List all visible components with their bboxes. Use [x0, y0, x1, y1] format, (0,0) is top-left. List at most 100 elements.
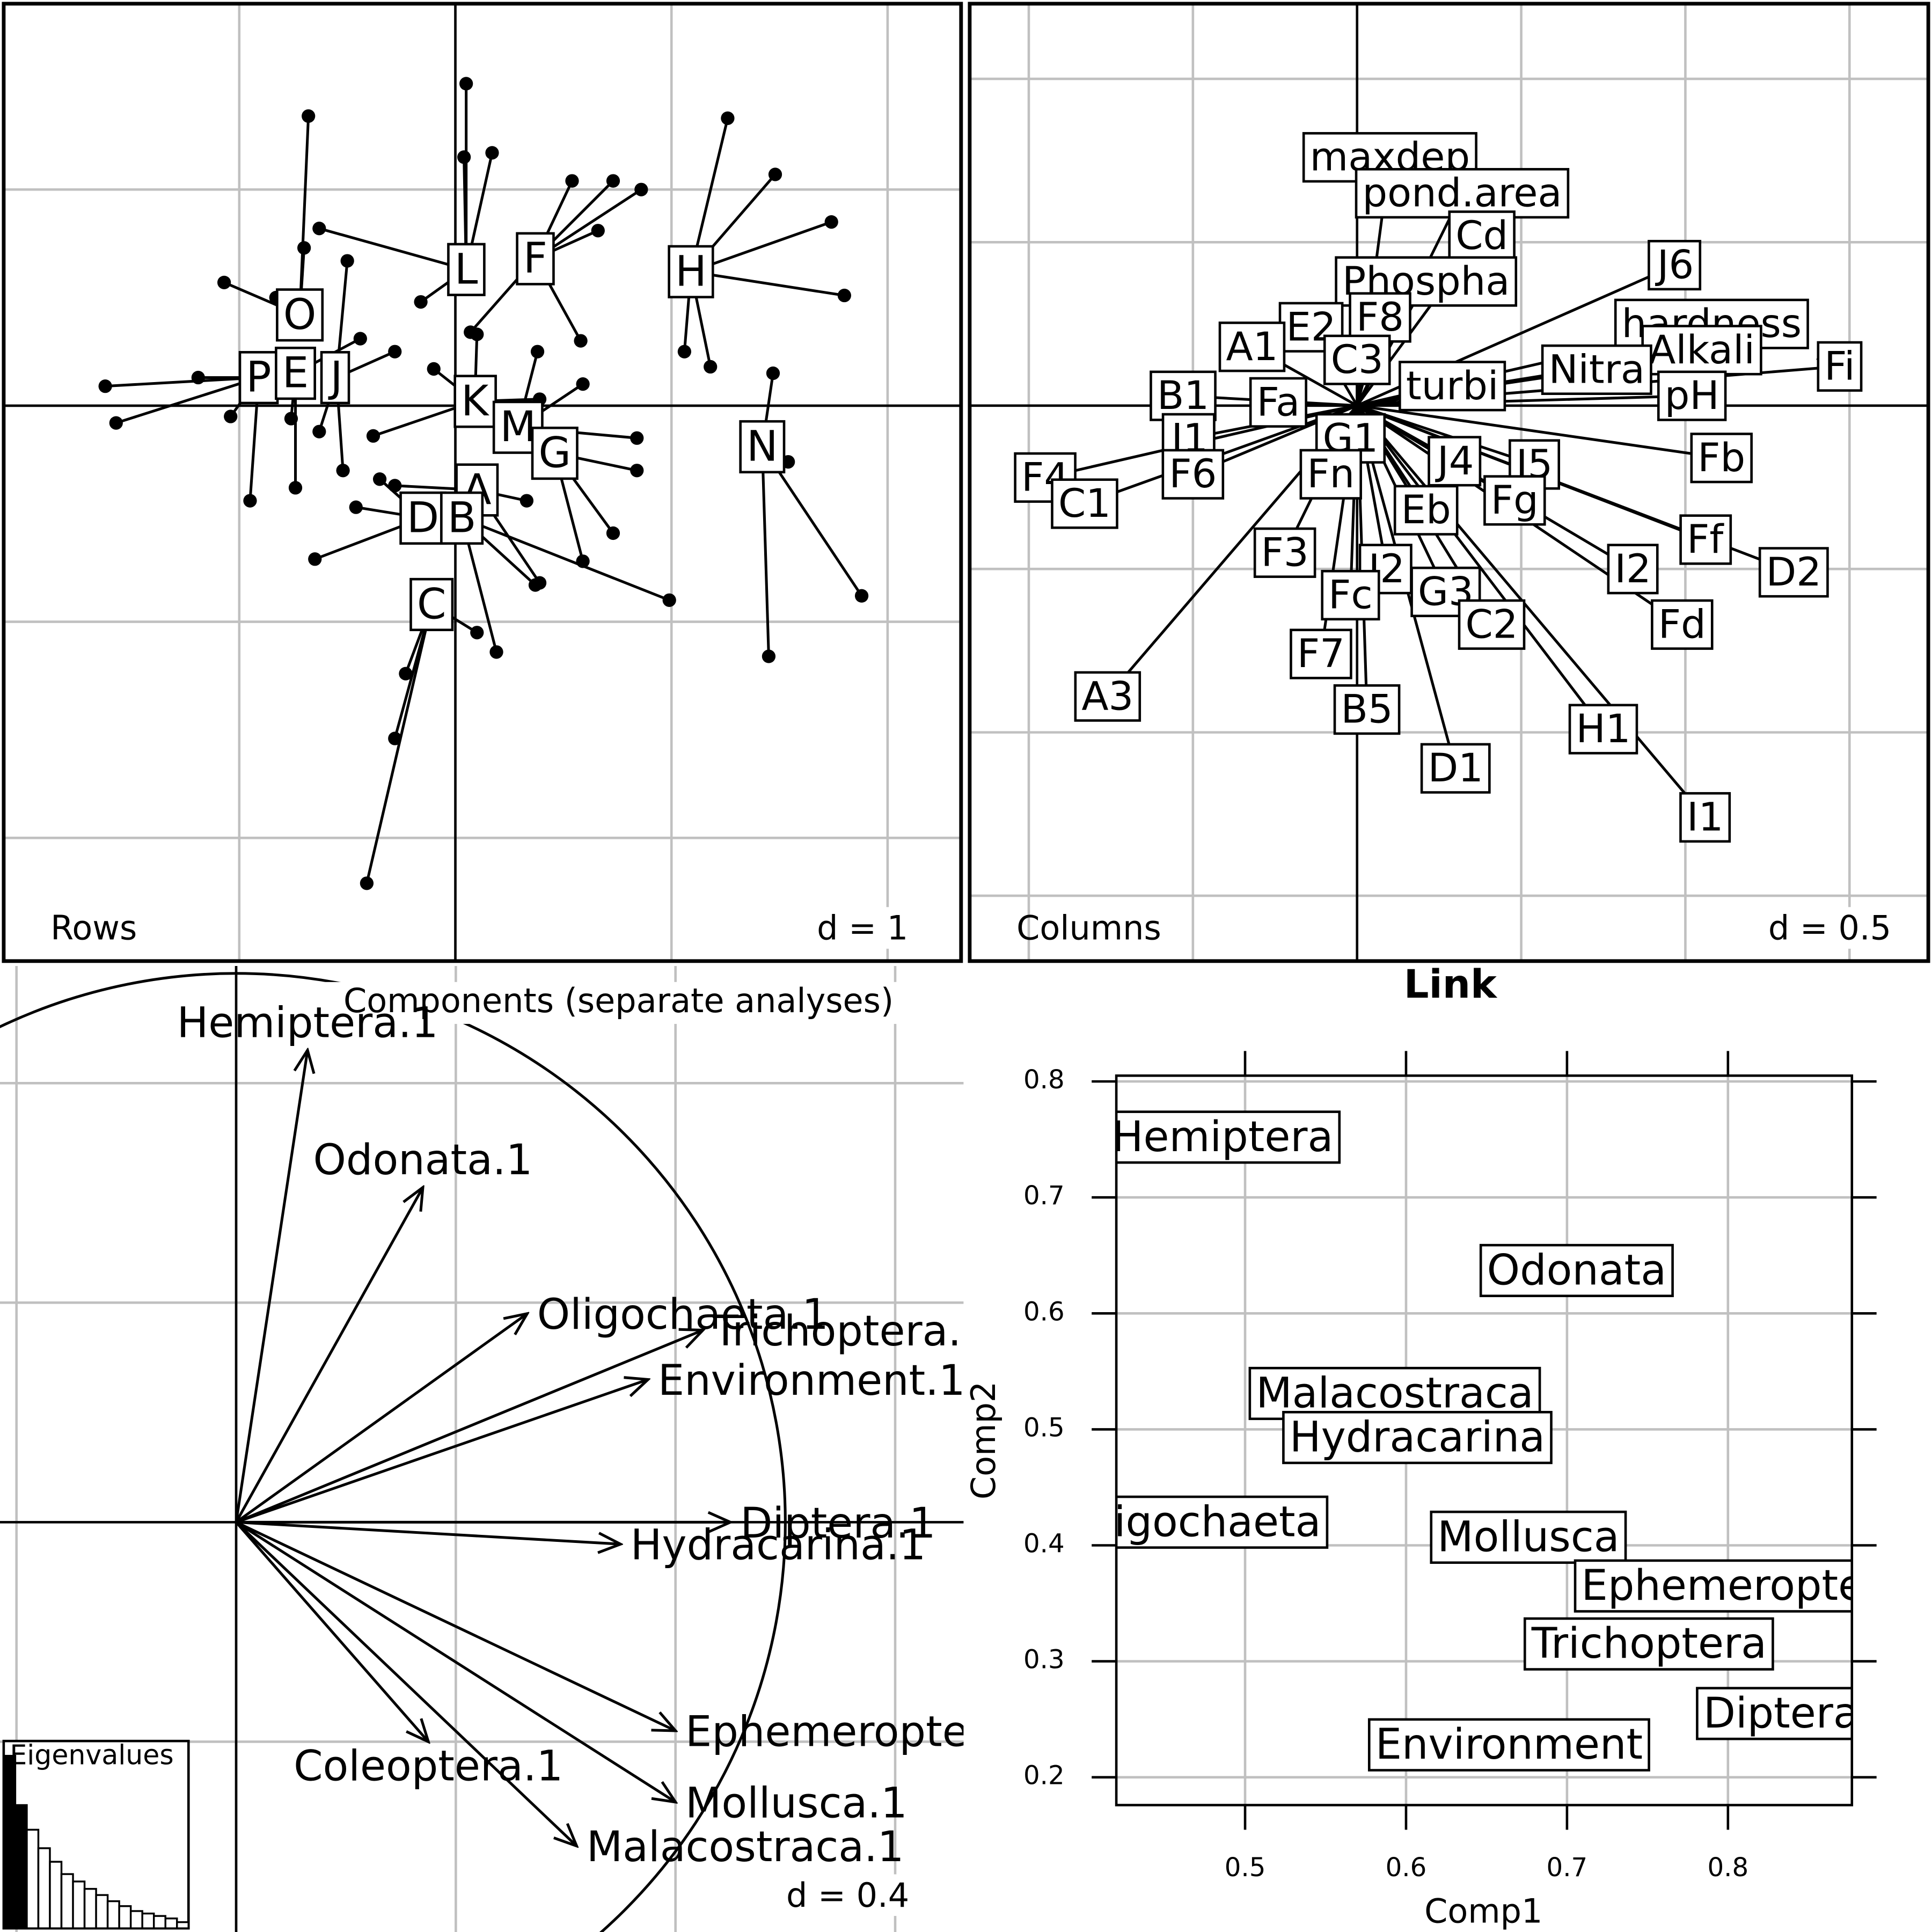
point — [349, 500, 363, 514]
group-label-box — [320, 351, 350, 405]
arrow-label: pH — [1665, 373, 1719, 419]
point-label-box — [1282, 1411, 1553, 1465]
x-tick-label: 0.8 — [1707, 1853, 1748, 1883]
eigen-bar — [60, 1873, 74, 1929]
point — [243, 494, 257, 508]
arrow-label-box — [1817, 341, 1863, 392]
arrow-label-box — [1051, 478, 1118, 529]
eigen-bar — [106, 1900, 120, 1929]
scale-label-box — [780, 1874, 916, 1916]
point-label: Mollusca — [1437, 1513, 1619, 1561]
arrow-label: Cd — [1455, 213, 1508, 259]
link-line — [365, 604, 433, 884]
point-label-box — [1574, 1559, 1852, 1613]
arrow-label: Fi — [1824, 343, 1855, 389]
arrow-label: pond.area — [1363, 171, 1562, 216]
point — [576, 554, 590, 568]
eigen-bar — [83, 1887, 97, 1929]
point — [284, 412, 298, 426]
arrow-label: A1 — [1226, 324, 1278, 370]
inset-title: Eigenvalues — [10, 1739, 173, 1770]
link-line — [115, 376, 259, 425]
arrow — [236, 1330, 703, 1524]
arrow-label: I1 — [1687, 795, 1723, 840]
point — [762, 649, 776, 663]
eigen-bar — [152, 1915, 166, 1929]
arrow-label: D2 — [1766, 550, 1821, 595]
group-label: J — [328, 354, 343, 402]
point — [224, 409, 238, 423]
eigen-bar — [49, 1861, 63, 1929]
point — [630, 464, 644, 478]
point — [414, 295, 428, 309]
arrow-label: B1 — [1157, 373, 1209, 419]
components-title: Components (separate analyses) — [343, 981, 894, 1020]
arrow-label-box — [1690, 433, 1753, 484]
arrow-label: Environment.1 — [658, 1357, 965, 1405]
group-label: M — [500, 403, 536, 451]
eigen-bar — [95, 1894, 109, 1929]
arrow-label-box — [1218, 321, 1286, 372]
point-label: Hemiptera — [1112, 1113, 1334, 1161]
arrow — [236, 1520, 620, 1544]
point — [388, 479, 402, 493]
x-tick-label: 0.7 — [1547, 1853, 1588, 1883]
arrow-label-box — [1321, 569, 1380, 621]
point — [704, 360, 718, 374]
group-label-box — [531, 426, 579, 480]
arrow-label: I2 — [1614, 546, 1651, 592]
point-label: Odonata — [1487, 1246, 1666, 1294]
y-tick-label: 0.4 — [1023, 1528, 1065, 1558]
scale-label-box — [1762, 907, 1898, 949]
y-tick-label: 0.6 — [1023, 1297, 1065, 1327]
point-label-box — [1116, 1110, 1341, 1164]
arrow-label: F3 — [1261, 530, 1309, 575]
point — [366, 429, 380, 443]
link-line — [105, 376, 259, 388]
group-label: E — [282, 349, 309, 398]
link-line — [461, 516, 670, 602]
scale-label-box — [810, 907, 914, 949]
point-label: Environment — [1375, 1721, 1643, 1769]
arrow-label: Trichoptera.1 — [712, 1307, 988, 1356]
link-line — [760, 447, 770, 657]
group-label-box — [409, 577, 454, 632]
arrow-label: Fg — [1491, 478, 1539, 523]
eigen-bar — [141, 1912, 155, 1929]
arrow-label-box — [1679, 514, 1732, 565]
arrow-label: J6 — [1655, 243, 1694, 288]
arrow-label: Hemiptera.1 — [177, 999, 438, 1048]
point — [768, 167, 782, 181]
point — [630, 431, 644, 445]
arrow-label-box — [1458, 599, 1526, 650]
point — [98, 379, 112, 393]
point — [519, 494, 534, 508]
arrow-label: H1 — [1576, 706, 1631, 752]
point — [837, 288, 851, 303]
point — [528, 578, 543, 592]
arrow-label: Alkali — [1649, 327, 1755, 373]
scale-label: d = 0.5 — [1768, 908, 1891, 947]
correlation-circle — [0, 972, 787, 1932]
arrow-label: Fb — [1697, 435, 1745, 481]
point-label: Hydracarina — [1290, 1414, 1545, 1462]
arrow — [235, 1521, 676, 1802]
scale-label: d = 1 — [817, 908, 908, 947]
arrow — [1356, 405, 1705, 817]
arrow-label: Hydracarina.1 — [631, 1521, 926, 1570]
arrow — [235, 1314, 527, 1524]
point — [297, 241, 311, 255]
group-label: L — [455, 245, 478, 294]
point — [360, 876, 374, 890]
point-label: Diptera — [1703, 1689, 1859, 1738]
group-label-box — [276, 288, 324, 342]
eigen-bar — [14, 1804, 28, 1929]
point — [353, 332, 367, 346]
point — [576, 377, 590, 391]
arrow-label-box — [1150, 370, 1217, 421]
point — [662, 593, 676, 607]
arrow-label-box — [1253, 527, 1316, 578]
y-axis-label: Comp2 — [964, 1381, 1003, 1499]
